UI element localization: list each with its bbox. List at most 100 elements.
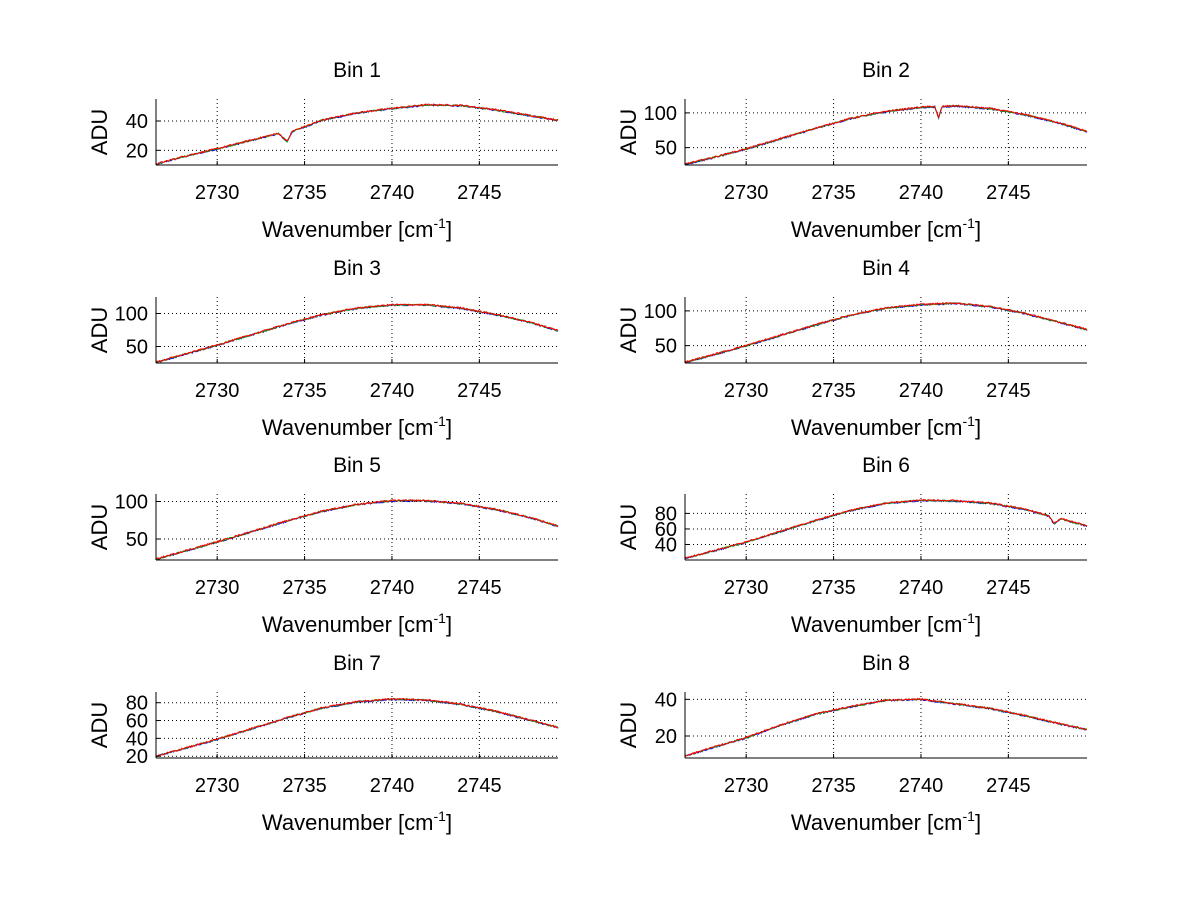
- x-axis-label-close: ]: [446, 612, 452, 637]
- x-tick-label: 2740: [370, 775, 415, 797]
- chart-title: Bin 8: [862, 652, 910, 675]
- x-axis-label: Wavenumber [cm-1]: [791, 808, 981, 835]
- x-tick-label: 2745: [457, 577, 502, 599]
- x-tick-label: 2730: [724, 380, 769, 402]
- x-tick-label: 2745: [986, 775, 1031, 797]
- x-axis-label-exponent: -1: [963, 610, 976, 626]
- y-tick-label: 50: [655, 336, 677, 358]
- chart-title: Bin 1: [333, 59, 381, 82]
- x-axis-label: Wavenumber [cm-1]: [791, 610, 981, 637]
- x-tick-label: 2745: [457, 380, 502, 402]
- chart-title: Bin 7: [333, 652, 381, 675]
- chart-title: Bin 5: [333, 454, 381, 477]
- plot-area: [685, 99, 1087, 165]
- y-tick-label: 80: [655, 503, 677, 525]
- series-line-3: [684, 302, 1088, 364]
- x-axis-label: Wavenumber [cm-1]: [262, 413, 452, 440]
- y-axis-label: ADU: [616, 307, 641, 353]
- x-tick-label: 2730: [724, 577, 769, 599]
- x-tick-label: 2735: [282, 577, 327, 599]
- x-tick-label: 2745: [986, 182, 1031, 204]
- x-axis-label-close: ]: [446, 217, 452, 242]
- x-axis-label-main: Wavenumber [cm: [791, 415, 963, 440]
- x-axis-label-exponent: -1: [963, 413, 976, 429]
- subplot-bin-3: 2730 2735 2740 2745 50 100 Bin 3 Wavenumber [cm…: [87, 257, 559, 440]
- y-tick-label: 40: [655, 689, 677, 711]
- y-tick-label: 100: [115, 304, 148, 326]
- plot-area: [156, 99, 558, 165]
- x-axis-label: Wavenumber [cm-1]: [262, 610, 452, 637]
- x-axis-label-main: Wavenumber [cm: [791, 217, 963, 242]
- y-axis-label: ADU: [616, 504, 641, 550]
- series-line-3: [684, 498, 1088, 559]
- x-tick-label: 2735: [811, 577, 856, 599]
- y-tick-label: 40: [655, 534, 677, 556]
- y-tick-label: 50: [126, 337, 148, 359]
- x-tick-label: 2740: [899, 775, 944, 797]
- plot-area: [156, 494, 558, 560]
- x-tick-label: 2735: [811, 182, 856, 204]
- plot-area: [156, 297, 558, 363]
- plot-area: [685, 692, 1087, 758]
- plot-area: [685, 494, 1087, 560]
- subplot-bin-5: 2730 2735 2740 2745 50 100 Bin 5 Wavenumber [cm…: [87, 454, 559, 637]
- x-tick-label: 2730: [195, 775, 240, 797]
- x-axis-label: Wavenumber [cm-1]: [791, 413, 981, 440]
- series-line-3: [155, 498, 559, 560]
- x-axis-label-close: ]: [975, 217, 981, 242]
- y-tick-label: 20: [126, 140, 148, 162]
- plot-area: [685, 297, 1087, 363]
- series-line-3: [155, 697, 559, 758]
- x-axis-label-exponent: -1: [963, 215, 976, 231]
- x-axis-label-main: Wavenumber [cm: [262, 810, 434, 835]
- series-line-3: [155, 303, 559, 363]
- x-axis-label-main: Wavenumber [cm: [791, 810, 963, 835]
- y-tick-label: 20: [126, 746, 148, 768]
- y-tick-label: 100: [115, 492, 148, 514]
- x-axis-label: Wavenumber [cm-1]: [262, 808, 452, 835]
- x-axis-label: Wavenumber [cm-1]: [262, 215, 452, 242]
- x-axis-label-main: Wavenumber [cm: [262, 415, 434, 440]
- x-axis-label-exponent: -1: [434, 808, 447, 824]
- x-axis-label-main: Wavenumber [cm: [262, 217, 434, 242]
- chart-title: Bin 6: [862, 454, 910, 477]
- chart-title: Bin 2: [862, 59, 910, 82]
- x-tick-label: 2740: [899, 577, 944, 599]
- y-tick-label: 100: [644, 301, 677, 323]
- x-tick-label: 2735: [282, 182, 327, 204]
- y-tick-label: 20: [655, 726, 677, 748]
- series-line-3: [684, 697, 1088, 757]
- x-axis-label-close: ]: [975, 415, 981, 440]
- y-tick-label: 40: [126, 111, 148, 133]
- subplot-bin-8: 2730 2735 2740 2745 20 40 Bin 8 Wavenumber [cm-…: [616, 652, 1088, 835]
- subplot-bin-2: 2730 2735 2740 2745 50 100 Bin 2 Wavenumber [cm…: [616, 59, 1088, 242]
- y-axis-label: ADU: [87, 702, 112, 748]
- x-tick-label: 2745: [986, 380, 1031, 402]
- y-tick-label: 60: [126, 711, 148, 733]
- y-axis-label: ADU: [616, 109, 641, 155]
- x-tick-label: 2735: [282, 775, 327, 797]
- x-axis-label-exponent: -1: [434, 610, 447, 626]
- x-tick-label: 2730: [724, 775, 769, 797]
- y-tick-label: 100: [644, 103, 677, 125]
- y-tick-label: 50: [655, 138, 677, 160]
- x-axis-label-close: ]: [975, 612, 981, 637]
- x-tick-label: 2740: [370, 577, 415, 599]
- x-axis-label: Wavenumber [cm-1]: [791, 215, 981, 242]
- x-axis-label-exponent: -1: [963, 808, 976, 824]
- x-tick-label: 2740: [899, 182, 944, 204]
- x-axis-label-exponent: -1: [434, 413, 447, 429]
- x-tick-label: 2730: [195, 182, 240, 204]
- y-tick-label: 80: [126, 693, 148, 715]
- subplot-bin-1: 2730 2735 2740 2745 20 40 Bin 1 Wavenumber [cm-…: [87, 59, 559, 242]
- x-tick-label: 2730: [195, 577, 240, 599]
- y-axis-label: ADU: [87, 504, 112, 550]
- x-tick-label: 2735: [811, 775, 856, 797]
- x-axis-label-main: Wavenumber [cm: [791, 612, 963, 637]
- x-tick-label: 2745: [986, 577, 1031, 599]
- x-tick-label: 2735: [811, 380, 856, 402]
- y-tick-label: 40: [126, 728, 148, 750]
- x-axis-label-main: Wavenumber [cm: [262, 612, 434, 637]
